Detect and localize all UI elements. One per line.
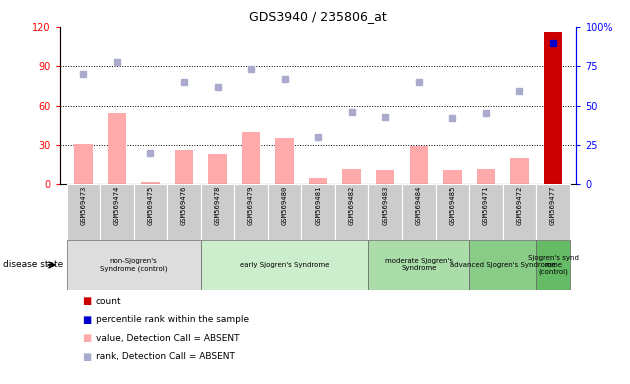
Bar bbox=[309, 178, 328, 184]
Bar bbox=[234, 184, 268, 240]
Text: GSM569482: GSM569482 bbox=[348, 186, 355, 225]
Text: GDS3940 / 235806_at: GDS3940 / 235806_at bbox=[249, 10, 387, 23]
Bar bbox=[201, 184, 234, 240]
Text: Sjogren's synd
rome
(control): Sjogren's synd rome (control) bbox=[527, 255, 578, 275]
Bar bbox=[209, 154, 227, 184]
Text: ■: ■ bbox=[82, 352, 91, 362]
Text: GSM569483: GSM569483 bbox=[382, 186, 388, 225]
Text: moderate Sjogren's
Syndrome: moderate Sjogren's Syndrome bbox=[385, 258, 453, 271]
Text: GSM569484: GSM569484 bbox=[416, 186, 422, 225]
Text: advanced Sjogren's Syndrome: advanced Sjogren's Syndrome bbox=[450, 262, 556, 268]
Bar bbox=[335, 184, 369, 240]
Text: GSM569471: GSM569471 bbox=[483, 186, 489, 225]
Text: disease state: disease state bbox=[3, 260, 64, 270]
Text: ■: ■ bbox=[82, 333, 91, 343]
Bar bbox=[134, 184, 167, 240]
Bar bbox=[536, 184, 570, 240]
Bar bbox=[74, 144, 93, 184]
Bar bbox=[343, 169, 361, 184]
Bar bbox=[201, 240, 369, 290]
Bar bbox=[108, 114, 126, 184]
Bar bbox=[67, 240, 201, 290]
Text: percentile rank within the sample: percentile rank within the sample bbox=[96, 315, 249, 324]
Text: GSM569481: GSM569481 bbox=[315, 186, 321, 225]
Bar bbox=[435, 184, 469, 240]
Text: GSM569478: GSM569478 bbox=[214, 186, 220, 225]
Text: GSM569479: GSM569479 bbox=[248, 186, 254, 225]
Bar bbox=[369, 240, 469, 290]
Bar bbox=[510, 158, 529, 184]
Text: ■: ■ bbox=[82, 296, 91, 306]
Bar bbox=[402, 184, 435, 240]
Text: GSM569480: GSM569480 bbox=[282, 186, 288, 225]
Text: GSM569476: GSM569476 bbox=[181, 186, 187, 225]
Bar bbox=[376, 170, 394, 184]
Bar bbox=[469, 240, 536, 290]
Bar bbox=[167, 184, 201, 240]
Text: early Sjogren's Syndrome: early Sjogren's Syndrome bbox=[240, 262, 329, 268]
Text: GSM569485: GSM569485 bbox=[449, 186, 455, 225]
Text: GSM569475: GSM569475 bbox=[147, 186, 154, 225]
Bar bbox=[369, 184, 402, 240]
Bar bbox=[275, 138, 294, 184]
Bar bbox=[544, 32, 562, 184]
Text: GSM569474: GSM569474 bbox=[114, 186, 120, 225]
Text: GSM569477: GSM569477 bbox=[550, 186, 556, 225]
Bar bbox=[410, 146, 428, 184]
Bar bbox=[175, 150, 193, 184]
Bar bbox=[469, 184, 503, 240]
Text: rank, Detection Call = ABSENT: rank, Detection Call = ABSENT bbox=[96, 352, 234, 361]
Text: count: count bbox=[96, 297, 122, 306]
Bar bbox=[268, 184, 301, 240]
Bar bbox=[503, 184, 536, 240]
Bar bbox=[477, 169, 495, 184]
Bar bbox=[443, 170, 462, 184]
Text: value, Detection Call = ABSENT: value, Detection Call = ABSENT bbox=[96, 334, 239, 343]
Bar bbox=[141, 182, 159, 184]
Bar bbox=[536, 240, 570, 290]
Bar bbox=[242, 132, 260, 184]
Text: ■: ■ bbox=[82, 315, 91, 325]
Text: non-Sjogren's
Syndrome (control): non-Sjogren's Syndrome (control) bbox=[100, 258, 168, 272]
Text: GSM569473: GSM569473 bbox=[81, 186, 86, 225]
Bar bbox=[100, 184, 134, 240]
Bar bbox=[67, 184, 100, 240]
Text: GSM569472: GSM569472 bbox=[517, 186, 522, 225]
Bar bbox=[301, 184, 335, 240]
